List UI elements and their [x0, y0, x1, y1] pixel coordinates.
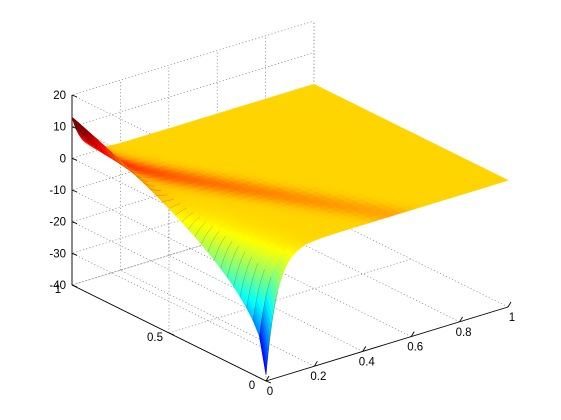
- x-tick-4: [459, 316, 463, 323]
- y-tick-label-0: 0: [249, 380, 255, 392]
- tick-layer: [71, 94, 512, 384]
- surface-mesh-line-7: [220, 240, 233, 269]
- x-axis-line: [265, 306, 509, 382]
- z-tick-5: [71, 126, 78, 130]
- z-tick-2: [71, 221, 78, 225]
- surface-mesh-line-8: [214, 235, 226, 260]
- surface-mesh-line-1: [259, 276, 272, 337]
- surface-facet-55-0: [491, 176, 509, 184]
- x-tick-label-1: 0.2: [310, 371, 326, 383]
- surface-mesh-line-20: [136, 175, 149, 183]
- x-tick-label-2: 0.4: [359, 356, 376, 368]
- surface-mesh-line-15: [169, 203, 181, 209]
- x-tick-label-4: 0.8: [456, 327, 472, 339]
- x-tick-label-0: 0: [267, 386, 273, 398]
- surface-mesh-line-21: [129, 169, 142, 178]
- surface-mesh-line-0: [265, 292, 278, 375]
- z-tick-3: [71, 189, 78, 193]
- surface-mesh-line-4: [239, 256, 252, 297]
- z-tick-6: [71, 94, 78, 98]
- surface-mesh-line-2: [252, 269, 265, 321]
- surface-mesh-line-22: [123, 163, 136, 174]
- y-tick-1: [168, 332, 175, 336]
- surface-mesh-line-6: [226, 245, 239, 278]
- z-tick-label-0: -40: [49, 280, 66, 292]
- x-tick-label-5: 1: [509, 312, 515, 324]
- surface-mesh-line-26: [97, 140, 110, 158]
- z-tick-label-5: 10: [53, 122, 66, 134]
- x-tick-0: [265, 375, 270, 382]
- z-tick-label-1: -30: [49, 248, 66, 260]
- surface: [71, 83, 509, 375]
- surface-mesh-line-10: [201, 226, 213, 245]
- x-tick-2: [362, 346, 367, 352]
- y-tick-0: [265, 380, 272, 384]
- z-tick-label-3: -10: [49, 185, 66, 197]
- z-tick-1: [71, 252, 78, 256]
- x-tick-3: [410, 331, 415, 337]
- x-tick-1: [314, 360, 318, 367]
- x-tick-5: [507, 301, 512, 308]
- surface-mesh-line-12: [188, 216, 201, 230]
- gridline-y-floor-1: [168, 258, 412, 334]
- surface-mesh-line-25: [104, 145, 116, 162]
- y-tick-label-2: 1: [55, 284, 61, 296]
- z-tick-0: [71, 284, 78, 288]
- surface-mesh-line-14: [175, 207, 188, 216]
- surface-mesh-line-3: [246, 262, 259, 308]
- gridline-x-floor-1: [120, 269, 315, 367]
- gridline-x-floor-2: [168, 255, 363, 352]
- surface-mesh-line-11: [194, 221, 207, 237]
- z-tick-label-2: -20: [49, 217, 66, 229]
- z-tick-label-4: 0: [60, 153, 66, 165]
- surface-mesh-line-29: [78, 122, 91, 145]
- surface-mesh-line-5: [233, 251, 246, 287]
- surface-mesh-line-24: [110, 151, 123, 166]
- surface-mesh-line-27: [91, 134, 104, 153]
- surface-mesh-line-9: [207, 230, 220, 252]
- surface-mesh-line-19: [143, 182, 155, 187]
- surface-mesh-line-23: [117, 157, 129, 170]
- x-tick-label-3: 0.6: [407, 342, 423, 354]
- surface-mesh-line-13: [181, 212, 194, 223]
- z-tick-label-6: 20: [53, 90, 66, 102]
- surface-mesh-line-28: [84, 128, 97, 149]
- surface-mesh-line-30: [71, 117, 84, 141]
- surface-mesh-line-16: [162, 198, 175, 203]
- surface-mesh-line-18: [149, 188, 162, 191]
- y-tick-label-1: 0.5: [147, 332, 163, 344]
- surface-mesh-line-17: [156, 194, 168, 196]
- z-tick-4: [71, 157, 78, 161]
